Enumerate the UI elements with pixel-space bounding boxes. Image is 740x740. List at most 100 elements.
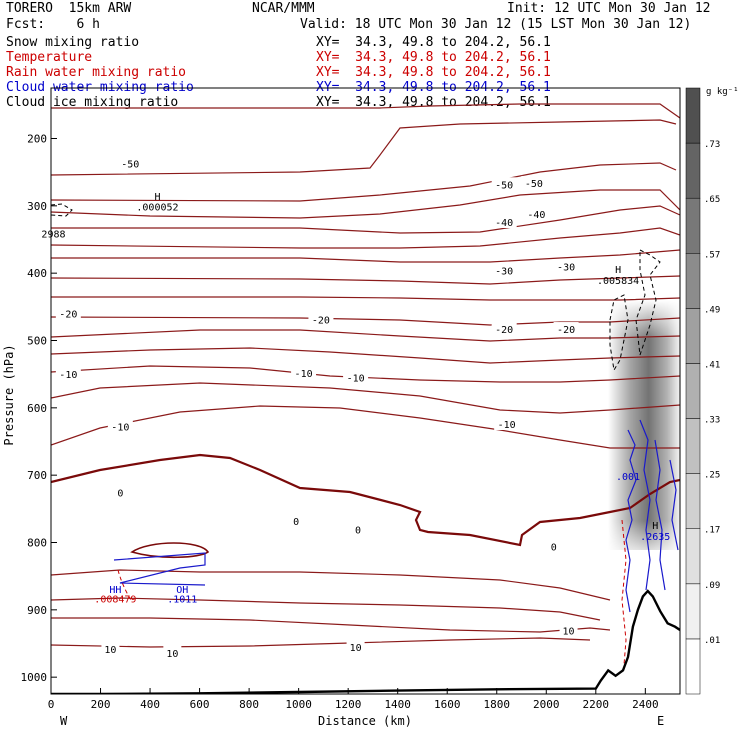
x-tick-label-8: 1600 <box>434 698 461 711</box>
colorbar-swatch-3 <box>685 473 701 529</box>
x-end-label-west: W <box>60 714 68 728</box>
rain-contours <box>117 519 627 666</box>
field-label-snow: Snow mixing ratio <box>6 35 140 50</box>
x-tick-label-12: 2400 <box>632 698 659 711</box>
temperature-label-6: -30 <box>557 262 575 273</box>
temperature-label-bg-5 <box>491 263 517 277</box>
temperature-label-bg-11 <box>55 367 81 381</box>
isotherm-upper-2 <box>51 119 677 176</box>
temperature-label-10: -20 <box>557 325 575 336</box>
x-tick-label-10: 2000 <box>533 698 560 711</box>
colorbar-tick-0: .01 <box>704 636 720 646</box>
y-axis-title: Pressure (hPa) <box>2 344 16 445</box>
contour-labels: -50 -50 -50 -40 -40 -30 -30 -20 -20 -20 -20 -10 -10 -… <box>41 156 670 660</box>
isotherm-minus40a <box>51 205 680 234</box>
center-title: NCAR/MMM <box>252 1 315 16</box>
cloud-water-contours <box>113 419 679 613</box>
extrema-label-8: HH <box>109 585 121 596</box>
extrema-label-1: .000052 <box>136 203 178 214</box>
x-tick-label-5: 1000 <box>285 698 312 711</box>
isotherm-minus20b <box>51 329 680 342</box>
isotherm-minus20c <box>51 347 680 364</box>
y-tick-label-3: 500 <box>27 335 47 348</box>
extrema-label-10: OH <box>176 585 188 596</box>
temperature-label-bg-9 <box>491 322 517 336</box>
isotherm-minus30c <box>51 296 680 301</box>
colorbar-tick-1: .09 <box>704 581 720 591</box>
temperature-label-7: -20 <box>59 310 77 321</box>
x-tick-label-7: 1400 <box>384 698 411 711</box>
colorbar-swatch-8 <box>685 197 701 254</box>
temperature-label-15: -10 <box>111 423 129 434</box>
isotherm-minus10c <box>51 405 680 449</box>
temperature-label-bg-16 <box>114 485 126 499</box>
colorbar-swatch-4 <box>685 418 701 474</box>
colorbar-tick-8: .65 <box>704 195 720 205</box>
colorbar-tick-4: .33 <box>704 416 720 426</box>
terrain-line <box>51 589 680 694</box>
temperature-label-bg-3 <box>491 214 517 228</box>
x-tick-label-4: 800 <box>239 698 259 711</box>
temperature-label-23: 10 <box>563 627 575 638</box>
isotherm-minus30a <box>51 249 680 263</box>
temperature-label-bg-7 <box>55 306 81 320</box>
temperature-label-bg-22 <box>346 639 365 653</box>
isotherm-10d <box>51 637 591 648</box>
temperature-label-19: 0 <box>551 543 557 554</box>
cloud-ice-contours <box>51 203 661 372</box>
temperature-label-2: -50 <box>525 179 543 190</box>
temperature-label-20: 10 <box>104 645 116 656</box>
colorbar-tick-2: .17 <box>704 526 720 536</box>
x-tick-label-6: 1200 <box>335 698 362 711</box>
temperature-label-bg-18 <box>352 522 364 536</box>
model-title: TORERO 15km ARW <box>6 1 132 16</box>
temperature-label-1: -50 <box>495 180 513 191</box>
field-label-rain: Rain water mixing ratio <box>6 65 187 80</box>
temperature-label-bg-10 <box>553 322 579 336</box>
plot-content <box>51 103 680 694</box>
isotherm-minus30b <box>51 275 680 285</box>
isotherm-minus40b <box>51 227 680 249</box>
temperature-label-22: 10 <box>350 643 362 654</box>
forecast-hour: Fcst: 6 h <box>6 17 100 32</box>
isotherm-10a <box>51 569 611 601</box>
field-xy-rain: XY= 34.3, 49.8 to 204.2, 56.1 <box>316 65 551 80</box>
y-tick-label-2: 400 <box>27 267 47 280</box>
extrema-label-4: .005834 <box>597 276 639 287</box>
temperature-label-bg-6 <box>553 259 579 273</box>
temperature-label-bg-8 <box>308 312 334 326</box>
isotherm-minus20a <box>51 316 680 326</box>
colorbar-swatch-9 <box>685 142 701 199</box>
temperature-label-5: -30 <box>495 266 513 277</box>
temperature-label-bg-13 <box>343 370 369 384</box>
temperature-label-bg-20 <box>101 641 120 655</box>
isotherm-minus10a <box>51 365 680 383</box>
temperature-label-17: 0 <box>293 517 299 528</box>
temperature-contours <box>51 103 680 648</box>
temperature-label-bg-2 <box>521 175 547 189</box>
y-tick-label-8: 1000 <box>21 671 48 684</box>
temperature-label-bg-12 <box>291 365 317 379</box>
temperature-label-4: -40 <box>527 210 545 221</box>
colorbar-tick-6: .49 <box>704 305 720 315</box>
field-label-cloud-ice: Cloud ice mixing ratio <box>6 95 179 110</box>
isotherm-10b <box>51 597 601 621</box>
temperature-label-bg-1 <box>491 177 517 191</box>
y-tick-label-6: 800 <box>27 537 47 550</box>
y-tick-label-7: 900 <box>27 604 47 617</box>
colorbar-swatch-6 <box>685 308 701 364</box>
plot-frame <box>50 87 681 695</box>
isotherm-minus10b <box>51 382 680 414</box>
x-axis-title: Distance (km) <box>318 714 412 728</box>
field-xy-cloud-ice: XY= 34.3, 49.8 to 204.2, 56.1 <box>316 95 551 110</box>
y-tick-label-4: 600 <box>27 402 47 415</box>
temperature-label-12: -10 <box>295 369 313 380</box>
colorbar-tick-9: .73 <box>704 140 720 150</box>
field-xy-snow: XY= 34.3, 49.8 to 204.2, 56.1 <box>316 35 551 50</box>
temperature-label-21: 10 <box>166 649 178 660</box>
axes: 0 200 400 600 800 1000 1200 1400 1600 1800 2000 220… <box>21 133 659 712</box>
temperature-label-bg-19 <box>548 539 560 553</box>
x-tick-label-11: 2200 <box>583 698 610 711</box>
colorbar-swatch-1 <box>685 583 701 640</box>
